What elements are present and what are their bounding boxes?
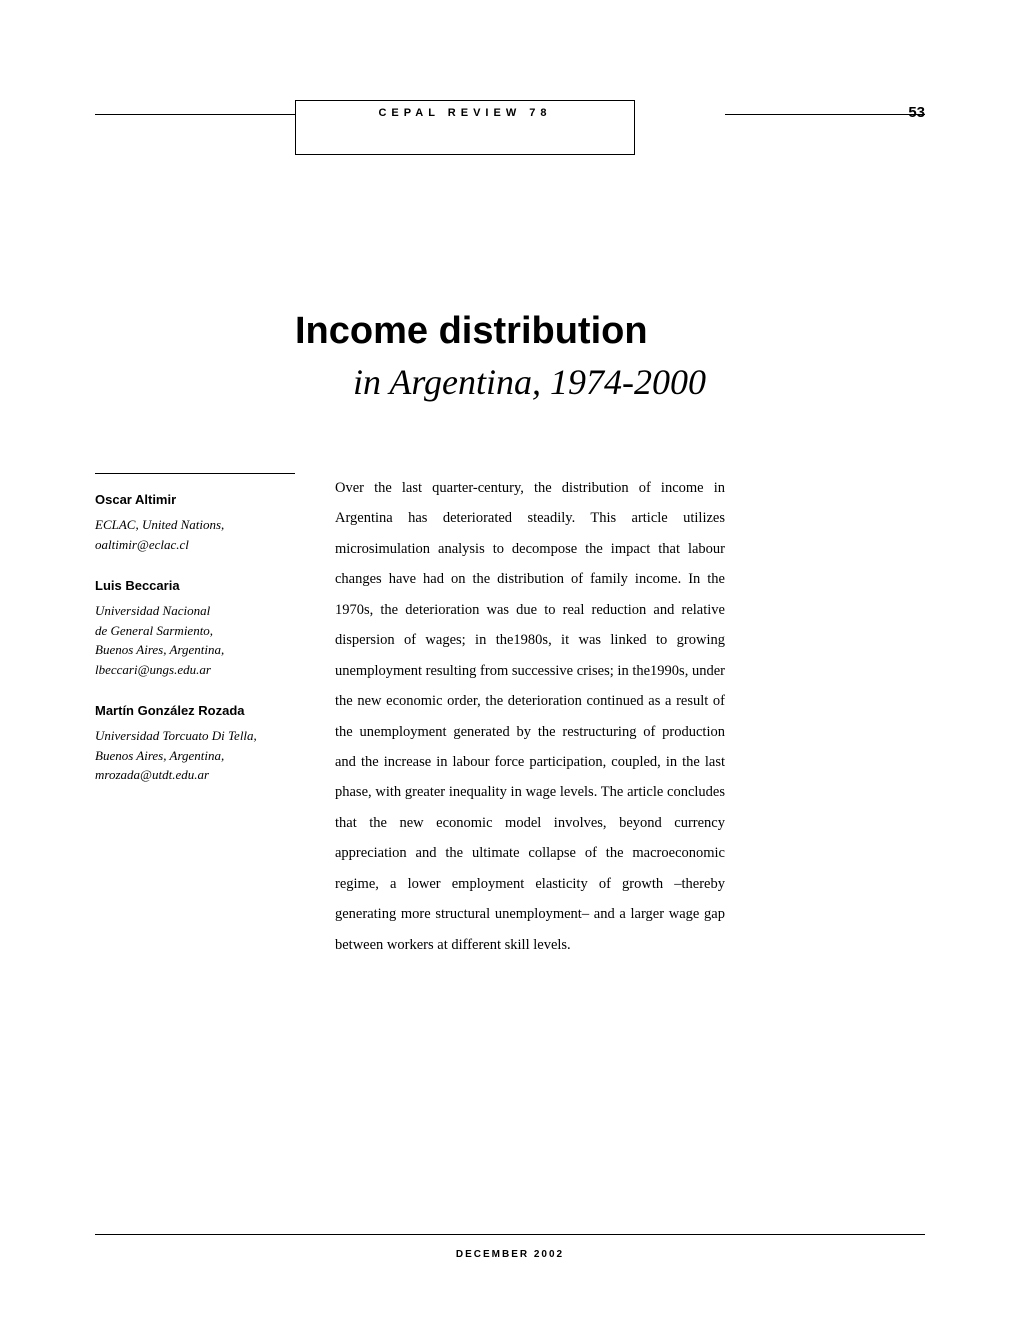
page-container: CEPAL REVIEW 78 53 Income distribution i…	[0, 0, 1020, 1320]
author-block-2: Luis Beccaria Universidad Nacional de Ge…	[95, 578, 295, 679]
author-affiliation: ECLAC, United Nations, oaltimir@eclac.cl	[95, 515, 295, 554]
authors-sidebar: Oscar Altimir ECLAC, United Nations, oal…	[95, 473, 295, 960]
article-title-sub: in Argentina, 1974-2000	[353, 361, 925, 403]
author-affiliation: Universidad Torcuato Di Tella, Buenos Ai…	[95, 726, 295, 785]
author-affiliation-line: de General Sarmiento,	[95, 623, 213, 638]
author-block-3: Martín González Rozada Universidad Torcu…	[95, 703, 295, 785]
page-header: CEPAL REVIEW 78 53	[95, 100, 925, 160]
page-footer: DECEMBER 2002	[95, 1234, 925, 1260]
article-title-main: Income distribution	[295, 310, 925, 353]
author-affiliation-line: Buenos Aires, Argentina,	[95, 642, 224, 657]
author-affiliation-line: Universidad Torcuato Di Tella,	[95, 728, 257, 743]
header-title-box: CEPAL REVIEW 78	[295, 100, 635, 155]
content-area: Oscar Altimir ECLAC, United Nations, oal…	[95, 473, 925, 960]
journal-title: CEPAL REVIEW 78	[378, 107, 551, 119]
author-name: Martín González Rozada	[95, 703, 295, 718]
header-rule-right	[725, 114, 925, 115]
author-affiliation-line: Buenos Aires, Argentina,	[95, 748, 224, 763]
author-block-1: Oscar Altimir ECLAC, United Nations, oal…	[95, 492, 295, 554]
author-affiliation-rest: , United Nations,	[135, 517, 224, 532]
author-name: Oscar Altimir	[95, 492, 295, 507]
author-email: oaltimir@eclac.cl	[95, 537, 189, 552]
page-number: 53	[908, 104, 925, 121]
footer-rule	[95, 1234, 925, 1235]
header-rule-left	[95, 114, 295, 115]
author-affiliation-prefix: ECLAC	[95, 517, 135, 532]
author-name: Luis Beccaria	[95, 578, 295, 593]
author-email: lbeccari@ungs.edu.ar	[95, 662, 211, 677]
title-block: Income distribution in Argentina, 1974-2…	[295, 310, 925, 403]
author-affiliation-line: Universidad Nacional	[95, 603, 210, 618]
sidebar-divider	[95, 473, 295, 474]
footer-date: DECEMBER 2002	[95, 1249, 925, 1260]
abstract-column: Over the last quarter-century, the distr…	[335, 473, 725, 960]
author-email: mrozada@utdt.edu.ar	[95, 767, 209, 782]
abstract-text: Over the last quarter-century, the distr…	[335, 473, 725, 960]
author-affiliation: Universidad Nacional de General Sarmient…	[95, 601, 295, 679]
